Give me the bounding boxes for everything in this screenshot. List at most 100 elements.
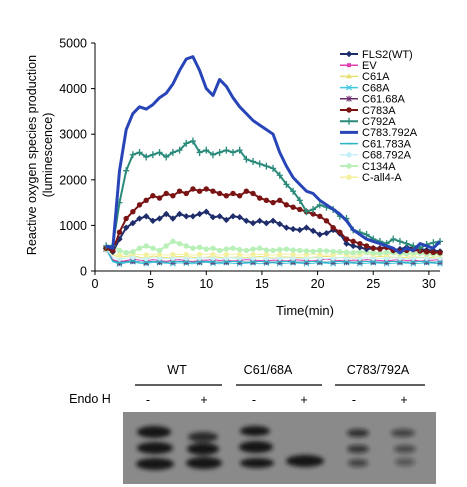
series-c134a-point (223, 246, 230, 252)
blot-sign-2: + (200, 393, 207, 407)
series-c792a-point (136, 148, 143, 156)
blot-group-label-wt: WT (167, 363, 187, 377)
series-fls2-wt-point (283, 224, 290, 231)
series-c134a-point (190, 245, 196, 251)
series-c134a-point (130, 249, 136, 255)
western-blot-panel: WT C61/68A C783/792A Endo H - + - + - + (69, 363, 436, 484)
series-c792a-point (230, 148, 236, 156)
series-c783a-point (210, 188, 216, 194)
series-c792a-point (283, 180, 290, 188)
legend-item-c783a-label: C783A (362, 105, 396, 117)
series-c792a-point (169, 148, 176, 156)
series-fls2-wt-point (296, 226, 303, 234)
series-fls2-wt-point (142, 213, 150, 220)
series-c783a-point (370, 245, 376, 251)
blot-sign-3: - (252, 393, 256, 407)
series-c134a-point (270, 247, 276, 254)
y-tick-label: 3000 (59, 128, 87, 142)
band-lane6-mid (394, 445, 416, 453)
x-tick-label: 15 (255, 277, 269, 291)
blot-sign-4: + (300, 393, 307, 407)
series-c-all4-a-point (170, 251, 176, 258)
series-c134a-point (357, 249, 363, 255)
series-fls2-wt-point (269, 217, 277, 225)
blot-membrane (123, 412, 436, 484)
series-c792a-point (270, 164, 277, 172)
blot-sign-6: + (400, 393, 407, 407)
legend-item-c783a-point (346, 107, 352, 113)
series-c792a-point (256, 160, 263, 168)
series-fls2-wt-point (169, 215, 177, 222)
series-c792a-point (316, 201, 323, 209)
band-lane4-lower (286, 455, 324, 467)
legend-item-c783-792a-label: C783.792A (362, 127, 418, 139)
series-c134a-point (283, 246, 290, 252)
x-axis-title: Time(min) (276, 303, 334, 318)
legend-item-ev: EV (340, 60, 377, 72)
series-c792a-point (123, 167, 130, 175)
series-c792a-point (203, 146, 210, 154)
series-c-all4-a-point (210, 251, 216, 258)
series-fls2-wt-point (156, 215, 163, 222)
series-c134a-point (257, 245, 263, 251)
series-c134a-point (216, 247, 223, 254)
legend-item-fls2-wt-point (345, 50, 353, 58)
series-fls2-wt-point (349, 242, 357, 250)
y-tick-label: 5000 (59, 37, 87, 51)
series-c783a-point (123, 215, 129, 222)
series-c783a-point (136, 202, 143, 208)
legend-item-c61-783a: C61.783A (340, 138, 412, 150)
legend-item-c61-783a-label: C61.783A (362, 138, 412, 150)
series-c-all4-a-point (223, 251, 230, 258)
series-c792a-point (303, 208, 310, 216)
series-c783a-point (163, 190, 169, 197)
series-c783a-point (183, 190, 189, 197)
band-lane2-upper (188, 432, 218, 442)
series-fls2-wt-point (249, 219, 257, 227)
series-c792a-point (209, 151, 216, 159)
plot-area (102, 55, 444, 268)
series-fls2-wt-point (309, 227, 317, 235)
y-tick-label: 0 (80, 265, 87, 279)
series-c792a-point (290, 187, 297, 195)
series-c783a-point (196, 188, 203, 194)
series-fls2-wt-point (323, 229, 330, 237)
series-c792a-point (183, 139, 190, 147)
series-c61-783a (103, 248, 443, 264)
series-c783a-point (423, 249, 430, 255)
legend-item-c61-68a: C61.68A (340, 94, 405, 106)
series-c783a-point (277, 197, 283, 204)
series-fls2-wt-point (243, 217, 250, 225)
blot-sign-5: - (352, 393, 356, 407)
series-c783a-point (170, 193, 176, 199)
series-c134a-point (116, 247, 123, 254)
series-c783a-point (297, 206, 303, 213)
blot-sign-1: - (146, 393, 150, 407)
series-c783a-point (357, 240, 363, 247)
series-c-all4-a-point (143, 252, 149, 258)
series-c783a-point (223, 193, 230, 199)
legend-item-c68-792a-point (346, 152, 352, 158)
series-c-all4-a-point (236, 251, 243, 258)
series-c-all4-a-point (250, 251, 256, 258)
series-c792a-point (236, 146, 243, 154)
series-c134a-point (156, 247, 163, 254)
series-c792a-point (189, 137, 196, 145)
x-tick-label: 10 (199, 277, 213, 291)
series-fls2-wt-point (163, 210, 170, 218)
legend-item-ev-label: EV (362, 60, 377, 72)
series-c783a-point (250, 190, 256, 197)
series-c-all4-a-point (183, 251, 189, 258)
series-c134a-point (236, 246, 243, 253)
series-c783a-point (437, 250, 443, 256)
series-c792a-point (250, 158, 257, 166)
legend-item-c134a: C134A (340, 161, 396, 173)
legend: FLS2(WT)EVC61AC68AC61.68AC783AC792AC783.… (340, 49, 418, 184)
legend-item-c783-792a: C783.792A (340, 127, 418, 139)
legend-item-c-all4-a-point (346, 174, 352, 180)
band-lane6-lower (395, 458, 415, 466)
series-c-all4-a-point (317, 251, 323, 258)
series-c134a-point (243, 247, 250, 254)
series-c134a-point (143, 243, 149, 249)
